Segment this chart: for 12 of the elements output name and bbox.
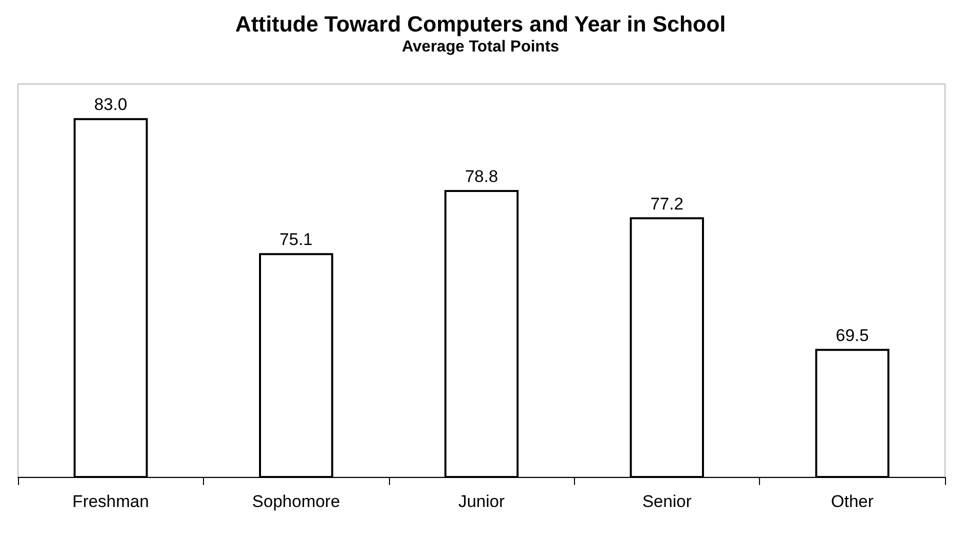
x-tick-label: Senior bbox=[642, 492, 692, 511]
x-tick-label: Sophomore bbox=[252, 492, 340, 511]
data-label: 69.5 bbox=[836, 326, 869, 345]
data-label: 77.2 bbox=[650, 194, 684, 214]
chart-title: Attitude Toward Computers and Year in School bbox=[235, 12, 726, 36]
data-label: 75.1 bbox=[280, 230, 313, 250]
data-label: 78.8 bbox=[464, 166, 498, 186]
x-tick-label: Other bbox=[831, 492, 874, 511]
data-label: 83.0 bbox=[94, 95, 128, 114]
x-tick-label: Freshman bbox=[72, 492, 149, 511]
x-tick-label: Junior bbox=[458, 492, 505, 511]
chart-subtitle: Average Total Points bbox=[402, 38, 560, 56]
